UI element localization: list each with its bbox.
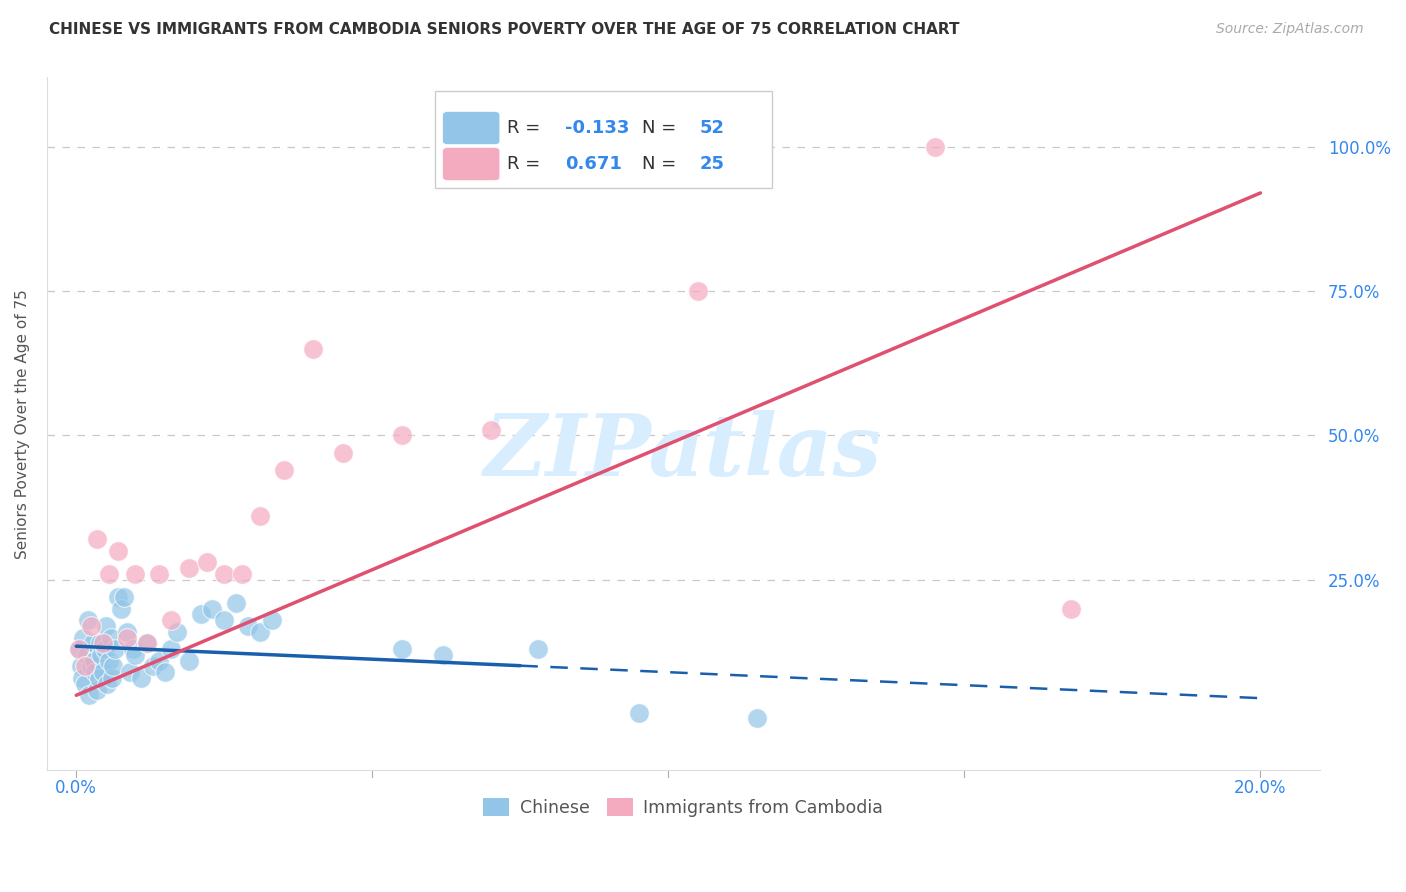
Point xyxy=(273,463,295,477)
Point xyxy=(96,677,118,691)
Text: 0.671: 0.671 xyxy=(565,155,621,173)
Point xyxy=(90,648,112,662)
Point xyxy=(67,642,90,657)
Point xyxy=(236,619,259,633)
Text: ZIPatlas: ZIPatlas xyxy=(484,409,882,493)
Point xyxy=(112,590,135,604)
Point xyxy=(91,636,114,650)
FancyBboxPatch shape xyxy=(434,91,772,188)
Text: R =: R = xyxy=(508,155,547,173)
Point xyxy=(118,665,141,680)
Legend: Chinese, Immigrants from Cambodia: Chinese, Immigrants from Cambodia xyxy=(477,791,890,824)
Point xyxy=(72,631,94,645)
Point xyxy=(70,671,93,685)
Point xyxy=(75,677,97,691)
Point xyxy=(100,631,122,645)
Point xyxy=(110,601,132,615)
Point xyxy=(924,139,946,153)
Text: CHINESE VS IMMIGRANTS FROM CAMBODIA SENIORS POVERTY OVER THE AGE OF 75 CORRELATI: CHINESE VS IMMIGRANTS FROM CAMBODIA SENI… xyxy=(49,22,960,37)
Point xyxy=(166,624,188,639)
Point xyxy=(91,665,114,680)
Point xyxy=(115,631,138,645)
Point xyxy=(82,636,104,650)
Y-axis label: Seniors Poverty Over the Age of 75: Seniors Poverty Over the Age of 75 xyxy=(15,289,30,558)
Point xyxy=(97,654,120,668)
Point xyxy=(177,654,200,668)
Text: N =: N = xyxy=(643,119,682,137)
Point xyxy=(332,446,354,460)
Text: 25: 25 xyxy=(700,155,724,173)
Point xyxy=(160,642,183,657)
Point xyxy=(121,642,143,657)
Point xyxy=(94,619,117,633)
Point xyxy=(153,665,176,680)
Point xyxy=(148,567,170,582)
Point xyxy=(527,642,550,657)
Point xyxy=(104,642,127,657)
Point xyxy=(391,428,413,442)
Point xyxy=(124,648,146,662)
Text: Source: ZipAtlas.com: Source: ZipAtlas.com xyxy=(1216,22,1364,37)
Point xyxy=(77,613,100,627)
Point xyxy=(67,642,90,657)
Point xyxy=(75,659,97,673)
Point xyxy=(76,648,98,662)
Point xyxy=(249,509,271,524)
Point xyxy=(214,613,236,627)
Point xyxy=(93,642,115,657)
Text: R =: R = xyxy=(508,119,547,137)
Point xyxy=(747,711,769,725)
Point xyxy=(302,342,325,356)
Point xyxy=(160,613,183,627)
Point xyxy=(86,533,108,547)
Point xyxy=(142,659,165,673)
Point xyxy=(136,636,159,650)
Point xyxy=(124,567,146,582)
FancyBboxPatch shape xyxy=(443,147,501,181)
Point xyxy=(432,648,454,662)
Point xyxy=(627,706,650,720)
Text: 52: 52 xyxy=(700,119,724,137)
Text: -0.133: -0.133 xyxy=(565,119,628,137)
Point xyxy=(479,423,502,437)
Point xyxy=(686,284,709,298)
Point xyxy=(80,619,103,633)
Point xyxy=(79,688,101,702)
Point xyxy=(148,654,170,668)
Point xyxy=(231,567,253,582)
Point xyxy=(195,556,218,570)
Point xyxy=(260,613,283,627)
FancyBboxPatch shape xyxy=(443,112,501,145)
Point xyxy=(80,659,103,673)
Point xyxy=(97,567,120,582)
Point xyxy=(1060,601,1083,615)
Point xyxy=(70,659,93,673)
Point xyxy=(201,601,224,615)
Point xyxy=(89,636,111,650)
Point xyxy=(107,590,129,604)
Point xyxy=(84,665,107,680)
Point xyxy=(391,642,413,657)
Point xyxy=(190,607,212,622)
Point xyxy=(101,671,124,685)
Text: N =: N = xyxy=(643,155,682,173)
Point xyxy=(87,671,110,685)
Point xyxy=(107,544,129,558)
Point xyxy=(83,654,105,668)
Point xyxy=(115,624,138,639)
Point xyxy=(101,659,124,673)
Point xyxy=(131,671,153,685)
Point xyxy=(136,636,159,650)
Point xyxy=(225,596,247,610)
Point xyxy=(177,561,200,575)
Point xyxy=(249,624,271,639)
Point xyxy=(86,682,108,697)
Point xyxy=(214,567,236,582)
